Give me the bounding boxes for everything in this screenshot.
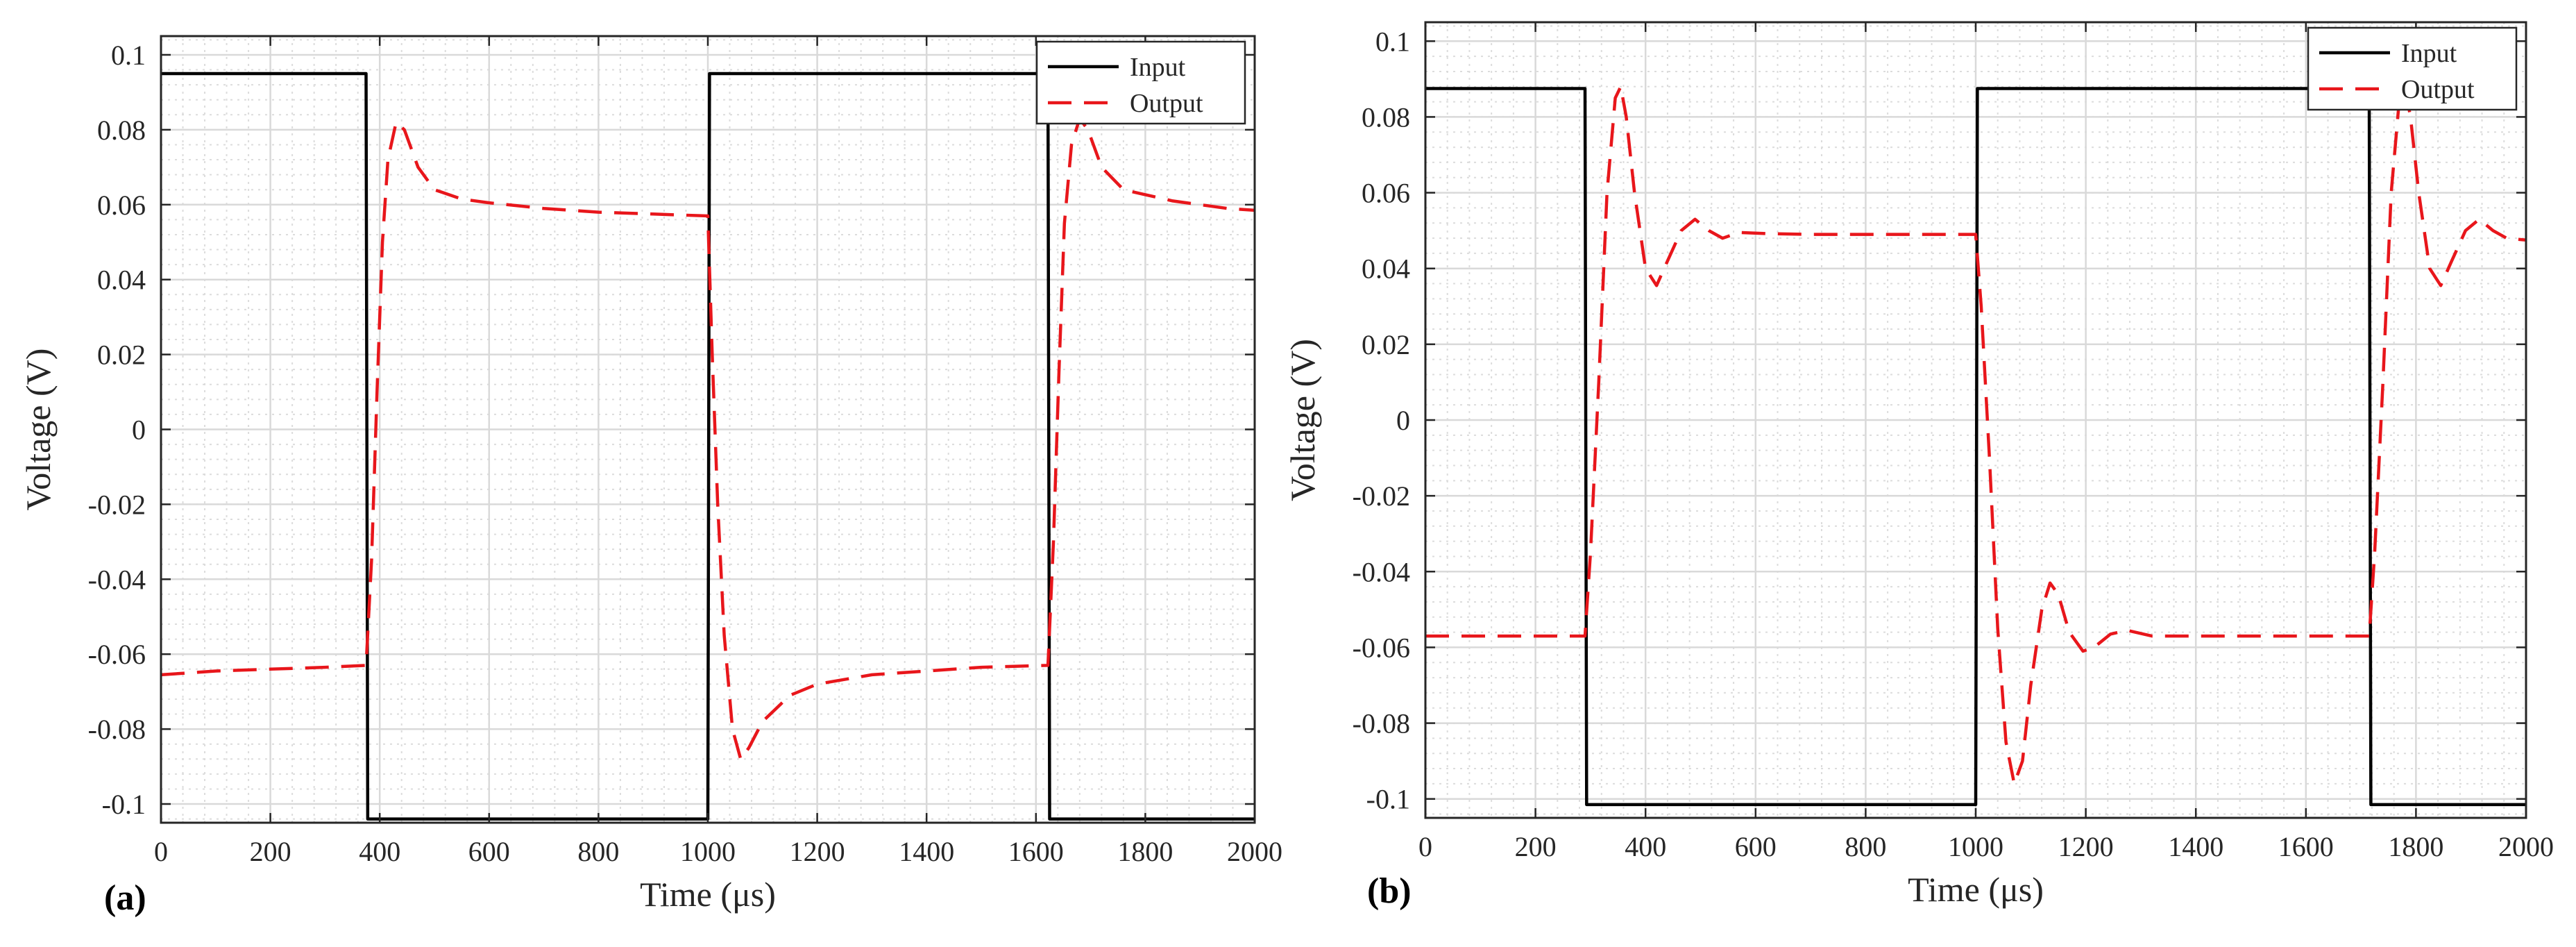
chart-1-y-tick-label: 0.04 <box>1362 253 1410 285</box>
chart-0-legend <box>1035 40 1246 125</box>
chart-0-x-tick-label: 1800 <box>1117 836 1173 867</box>
chart-0-x-axis-label: Time (μs) <box>640 875 776 914</box>
chart-1-x-tick-label: 1200 <box>2058 831 2114 862</box>
chart-0-x-tick-label: 1000 <box>680 836 736 867</box>
chart-0-y-tick-label: 0.1 <box>111 40 146 71</box>
chart-1-y-tick-label: -0.02 <box>1353 480 1410 512</box>
chart-0-legend-label-output: Output <box>1130 89 1203 118</box>
chart-0-series-output-line <box>160 117 1255 761</box>
chart-0-series-input-line <box>161 72 1255 821</box>
chart-1-panel-label: (b) <box>1367 871 1412 911</box>
chart-0-y-tick-label: -0.06 <box>88 639 146 670</box>
chart-1-legend <box>2307 26 2518 111</box>
chart-1-x-axis-label: Time (μs) <box>1908 870 2044 909</box>
chart-1-series-output-line <box>1425 85 2527 786</box>
chart-1-x-tick-label: 1000 <box>1948 831 2003 862</box>
panel-a: 0 200 400 600 800 1000 1200 1400 1600 1800 2000 -0.… <box>19 35 1282 918</box>
chart-1-x-tick-label: 400 <box>1625 831 1666 862</box>
chart-1-y-tick-label: 0.02 <box>1362 329 1410 360</box>
chart-1-x-tick-label: 800 <box>1845 831 1886 862</box>
chart-0-y-tick-label: 0.04 <box>97 265 146 296</box>
chart-0-x-tick-label: 0 <box>154 836 168 867</box>
chart-1-y-tick-label: 0 <box>1396 405 1410 436</box>
chart-1-x-tick-label: 600 <box>1735 831 1777 862</box>
chart-0-y-tick-label: 0.02 <box>97 340 146 371</box>
chart-0-x-tick-label: 800 <box>577 836 619 867</box>
chart-0-x-tick-label: 1200 <box>790 836 845 867</box>
chart-1-x-tick-label: 1400 <box>2168 831 2223 862</box>
chart-0-x-tick-label: 1600 <box>1008 836 1064 867</box>
chart-1-legend-label-output: Output <box>2401 75 2475 104</box>
chart-1-y-tick-label: -0.06 <box>1353 632 1410 663</box>
chart-1-x-tick-label: 1800 <box>2388 831 2443 862</box>
chart-0-panel-label: (a) <box>104 878 146 918</box>
chart-1-legend-label-input: Input <box>2401 39 2457 68</box>
chart-0-y-tick-label: 0.08 <box>97 115 146 146</box>
chart-0-x-tick-label: 400 <box>359 836 400 867</box>
chart-1-y-tick-label: -0.08 <box>1353 708 1410 739</box>
chart-1-y-tick-label: -0.1 <box>1366 784 1410 815</box>
panel-b: 0 200 400 600 800 1000 1200 1400 1600 1800 2000 -0.… <box>1283 21 2554 911</box>
chart-1-x-tick-label: 2000 <box>2498 831 2554 862</box>
chart-0-y-tick-label: -0.08 <box>88 714 146 745</box>
chart-0-y-tick-label: -0.02 <box>88 489 146 520</box>
chart-0-y-tick-label: -0.1 <box>102 789 146 820</box>
chart-1-x-tick-label: 1600 <box>2278 831 2334 862</box>
chart-0-y-tick-label: -0.04 <box>88 564 146 595</box>
chart-0-y-tick-label: 0 <box>132 414 146 446</box>
chart-1-y-tick-label: -0.04 <box>1353 556 1410 587</box>
chart-0-x-tick-label: 1400 <box>899 836 954 867</box>
chart-1-y-axis-label: Voltage (V) <box>1283 339 1322 501</box>
chart-1-y-tick-label: 0.1 <box>1375 26 1410 57</box>
chart-1-y-tick-label: 0.06 <box>1362 178 1410 209</box>
chart-0-y-axis-label: Voltage (V) <box>19 349 58 511</box>
chart-1-y-tick-label: 0.08 <box>1362 101 1410 133</box>
chart-0-x-tick-label: 600 <box>468 836 510 867</box>
chart-0-x-tick-label: 200 <box>250 836 291 867</box>
chart-0-y-tick-label: 0.06 <box>97 190 146 221</box>
chart-0-legend-label-input: Input <box>1130 53 1186 82</box>
chart-1-series-input-line <box>1425 87 2526 807</box>
chart-1-x-tick-label: 0 <box>1418 831 1432 862</box>
chart-0-x-tick-label: 2000 <box>1227 836 1282 867</box>
chart-1-x-tick-label: 200 <box>1515 831 1557 862</box>
